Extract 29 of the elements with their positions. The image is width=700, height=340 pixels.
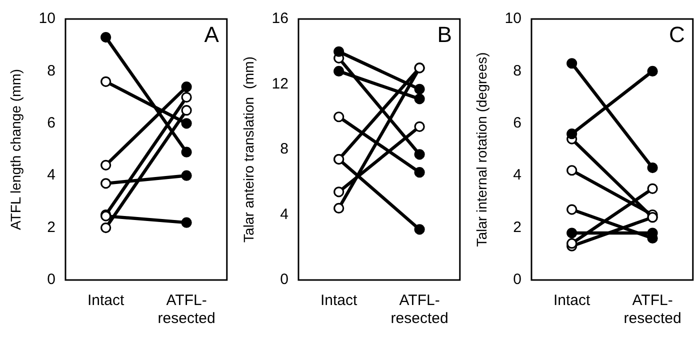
x-tick-label: Intact	[553, 292, 592, 310]
y-axis-title: ATFL length change (mm)	[7, 68, 24, 230]
y-tick-label: 16	[272, 10, 288, 28]
annotation: A	[204, 22, 220, 48]
y-tick-label: 8	[513, 62, 522, 80]
x-tick-label: ATFL-resected	[390, 292, 448, 328]
y-tick-label: 0	[47, 271, 56, 288]
y-tick-label: 6	[47, 114, 56, 132]
y-tick-label: 8	[47, 62, 56, 80]
y-tick-label: 2	[513, 218, 522, 236]
y-tick-label: 0	[513, 271, 522, 288]
y-tick-label: 8	[280, 140, 288, 158]
y-tick-label: 4	[513, 166, 522, 184]
x-tick-label: ATFL-resected	[158, 292, 216, 328]
y-tick-label: 6	[513, 114, 522, 132]
annotation: B	[437, 22, 452, 48]
y-tick-label: 4	[280, 206, 288, 223]
y-tick-label: 4	[47, 166, 56, 184]
x-tick-label: Intact	[320, 292, 358, 310]
y-axis-title: Talar anteiro translation (mm)	[240, 56, 256, 242]
y-tick-label: 0	[280, 271, 288, 288]
y-tick-label: 10	[38, 10, 56, 28]
annotation: C	[669, 22, 686, 48]
y-tick-label: 2	[47, 218, 56, 236]
y-tick-label: 12	[272, 75, 288, 92]
x-tick-label: Intact	[87, 292, 126, 310]
y-axis-title: Talar internal rotation (degrees)	[473, 52, 490, 247]
y-tick-label: 10	[504, 10, 522, 28]
x-tick-label: ATFL-resected	[624, 292, 682, 328]
